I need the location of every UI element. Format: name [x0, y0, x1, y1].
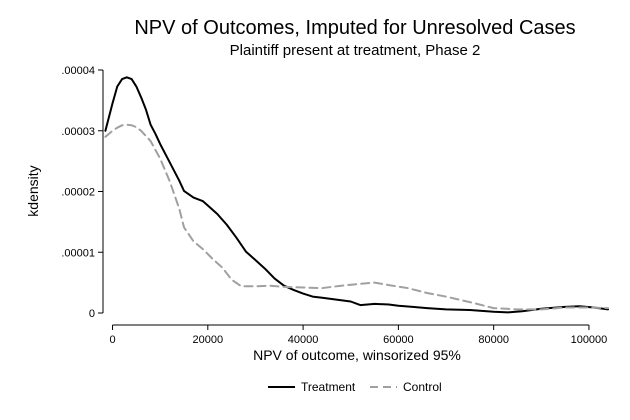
legend-label-control: Control: [403, 380, 442, 394]
x-tick-label: 40000: [288, 334, 319, 346]
y-tick-label: .00004: [61, 65, 95, 77]
chart-subtitle: Plaintiff present at treatment, Phase 2: [230, 42, 481, 59]
y-tick-label: .00003: [61, 126, 95, 138]
x-tick-label: 0: [109, 334, 115, 346]
legend: Treatment Control: [268, 380, 442, 394]
y-tick-label: 0: [89, 308, 95, 320]
series-line-control: [104, 123, 609, 311]
y-tick-label: .00001: [61, 247, 95, 259]
x-tick-label: 80000: [478, 334, 509, 346]
y-tick-label: .00002: [61, 187, 95, 199]
y-axis-ticks: 0 .00001 .00002 .00003 .00004: [61, 65, 103, 320]
x-tick-label: 100000: [571, 334, 608, 346]
x-tick-label: 60000: [383, 334, 414, 346]
series-lines: [104, 76, 609, 314]
y-axis-label: kdensity: [25, 165, 41, 216]
x-axis-label: NPV of outcome, winsorized 95%: [253, 347, 461, 363]
x-tick-label: 20000: [193, 334, 224, 346]
series-line-treatment: [104, 76, 609, 314]
x-axis-ticks: 0 20000 40000 60000 80000 100000: [109, 325, 607, 346]
chart-title: NPV of Outcomes, Imputed for Unresolved …: [134, 17, 575, 39]
legend-label-treatment: Treatment: [301, 380, 356, 394]
